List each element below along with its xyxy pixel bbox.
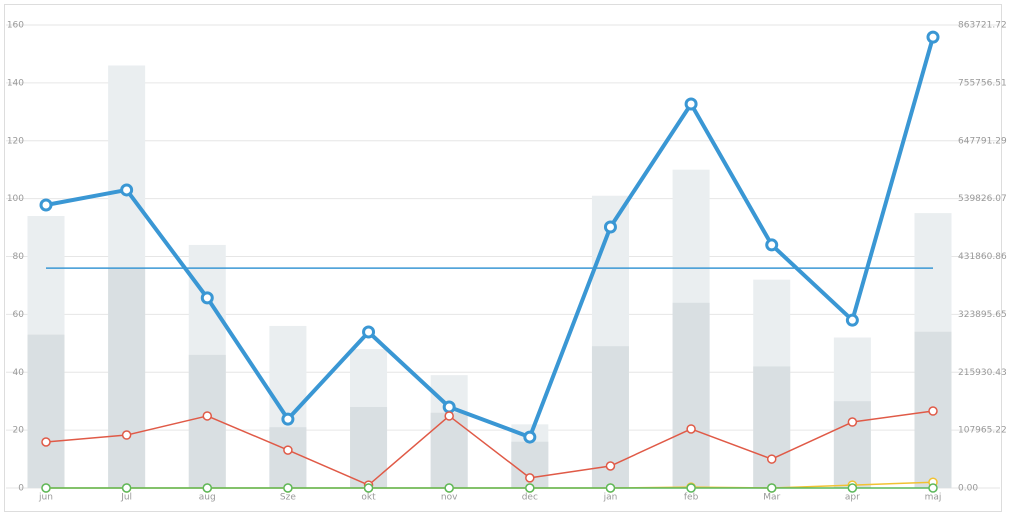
point: [121, 430, 132, 440]
point: [41, 437, 51, 447]
point: [605, 483, 616, 493]
y2-tick-label: 755756.51: [958, 78, 1007, 88]
point: [847, 483, 858, 493]
x-tick-label: okt: [361, 493, 376, 503]
y2-tick-label: 323895.65: [958, 310, 1007, 320]
point: [283, 483, 293, 493]
point: [362, 325, 376, 339]
x-tick-label: nov: [441, 493, 458, 503]
y2-tick-label: 863721.72: [958, 21, 1007, 31]
point: [202, 411, 213, 421]
point: [444, 483, 454, 493]
point: [765, 238, 779, 252]
bar: [833, 401, 871, 488]
point: [928, 483, 938, 493]
y2-tick-label: 647791.29: [958, 136, 1007, 146]
point: [202, 483, 213, 493]
point: [283, 445, 293, 455]
y-tick-label: 120: [7, 136, 24, 146]
point: [442, 400, 456, 414]
bar: [350, 406, 388, 488]
point: [926, 30, 940, 44]
x-tick-label: feb: [684, 493, 699, 503]
point: [39, 198, 53, 212]
x-tick-label: Sze: [280, 493, 296, 503]
x-tick-label: dec: [522, 493, 538, 503]
y-tick-label: 20: [13, 426, 25, 436]
point: [605, 461, 616, 471]
y-tick-label: 100: [7, 194, 24, 204]
y2-tick-label: 0.00: [958, 484, 978, 494]
point: [766, 483, 777, 493]
x-tick-label: jan: [603, 493, 618, 503]
point: [525, 483, 535, 493]
bar: [672, 302, 710, 488]
y-tick-label: 60: [13, 310, 25, 320]
x-tick-label: apr: [845, 493, 860, 503]
x-tick-label: jun: [38, 493, 53, 503]
y-tick-label: 160: [7, 21, 24, 31]
point: [281, 412, 295, 426]
y2-tick-label: 431860.86: [958, 252, 1007, 262]
point: [686, 483, 696, 493]
point: [684, 97, 698, 111]
point: [121, 483, 132, 493]
y2-tick-label: 107965.22: [958, 426, 1007, 436]
y2-tick-label: 539826.07: [958, 194, 1007, 204]
point: [120, 183, 134, 197]
point: [603, 220, 617, 234]
point: [525, 473, 535, 483]
point: [200, 291, 214, 305]
bar: [108, 268, 146, 488]
y-tick-label: 140: [7, 78, 24, 88]
point: [766, 454, 777, 464]
line: [45, 36, 935, 440]
point: [444, 411, 454, 421]
frame: [4, 4, 1002, 512]
x-tick-label: aug: [199, 493, 216, 503]
bar: [269, 427, 307, 488]
x-tick-label: maj: [925, 493, 942, 503]
bar: [430, 412, 468, 488]
point: [41, 483, 51, 493]
y-tick-label: 0: [18, 484, 24, 494]
x-tick-label: Mar: [763, 493, 780, 503]
line: [45, 410, 934, 486]
line: [46, 481, 934, 489]
point: [523, 430, 537, 444]
point: [686, 424, 696, 434]
point: [847, 417, 858, 427]
x-tick-label: Jul: [120, 493, 132, 503]
point: [928, 406, 938, 416]
y-tick-label: 40: [13, 368, 25, 378]
y2-tick-label: 215930.43: [958, 368, 1007, 378]
bar: [753, 366, 791, 488]
point: [845, 313, 859, 327]
bar: [27, 334, 65, 488]
point: [363, 483, 374, 493]
y-tick-label: 80: [13, 252, 25, 262]
